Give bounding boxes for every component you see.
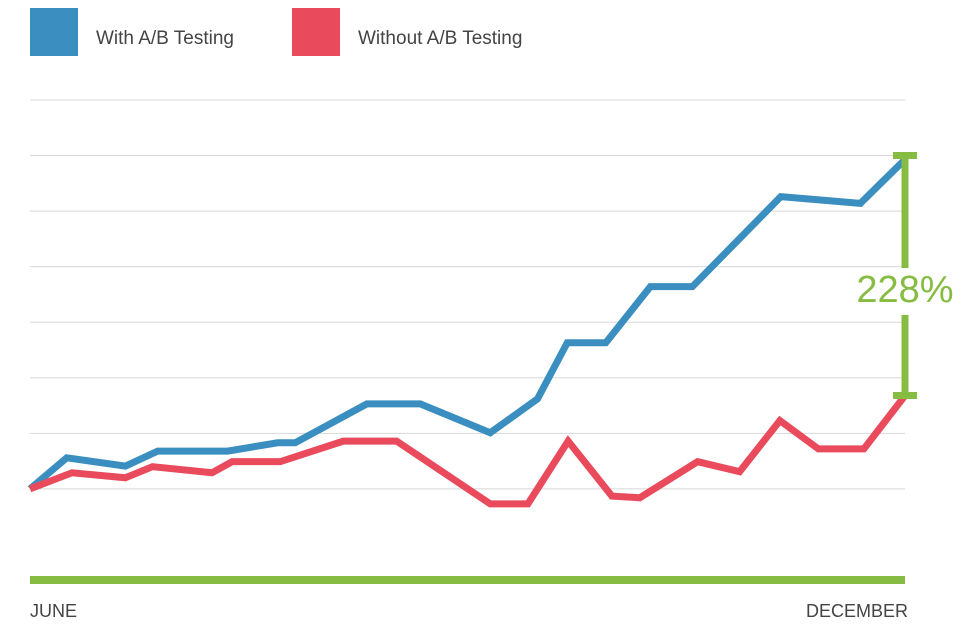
legend-label: With A/B Testing [96, 28, 234, 49]
legend-swatch [30, 8, 78, 56]
legend-label: Without A/B Testing [358, 28, 522, 49]
legend-swatch [292, 8, 340, 56]
x-tick-label: DECEMBER [806, 601, 908, 621]
x-tick-label: JUNE [30, 601, 77, 621]
data-line [27, 156, 908, 492]
annotation: 228% [856, 269, 953, 311]
data-line [28, 393, 908, 508]
